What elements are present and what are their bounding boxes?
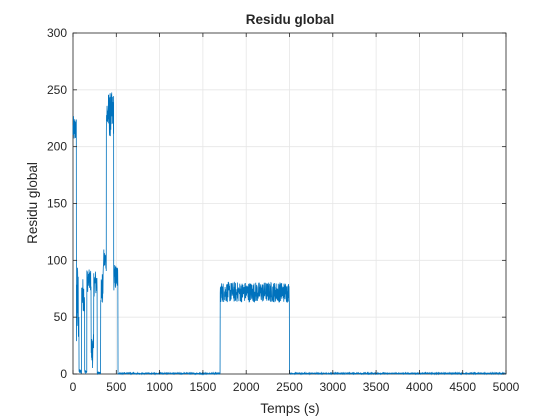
y-tick-label: 250 (47, 83, 67, 97)
x-tick-label: 1000 (146, 380, 173, 394)
x-axis-label: Temps (s) (260, 401, 319, 416)
x-tick-label: 2000 (233, 380, 260, 394)
x-axis-ticks: 0 500 1000 1500 2000 2500 3000 3500 4000 4500 5000 (70, 33, 520, 394)
y-tick-label: 50 (54, 310, 68, 324)
y-axis-ticks: 0 50 100 150 200 250 300 (47, 26, 506, 381)
x-tick-label: 3000 (319, 380, 346, 394)
x-tick-label: 0 (70, 380, 77, 394)
x-tick-label: 5000 (493, 380, 520, 394)
x-tick-label: 500 (106, 380, 126, 394)
x-tick-label: 4500 (449, 380, 476, 394)
y-tick-label: 200 (47, 140, 67, 154)
chart-title: Residu global (246, 12, 335, 27)
y-tick-label: 150 (47, 197, 67, 211)
x-tick-label: 2500 (276, 380, 303, 394)
series-line (72, 92, 507, 376)
y-tick-label: 300 (47, 26, 67, 40)
y-tick-label: 100 (47, 253, 67, 267)
x-tick-label: 4000 (406, 380, 433, 394)
x-tick-label: 3500 (363, 380, 390, 394)
y-tick-label: 0 (60, 367, 67, 381)
y-axis-label: Residu global (25, 162, 40, 244)
x-tick-label: 1500 (190, 380, 217, 394)
